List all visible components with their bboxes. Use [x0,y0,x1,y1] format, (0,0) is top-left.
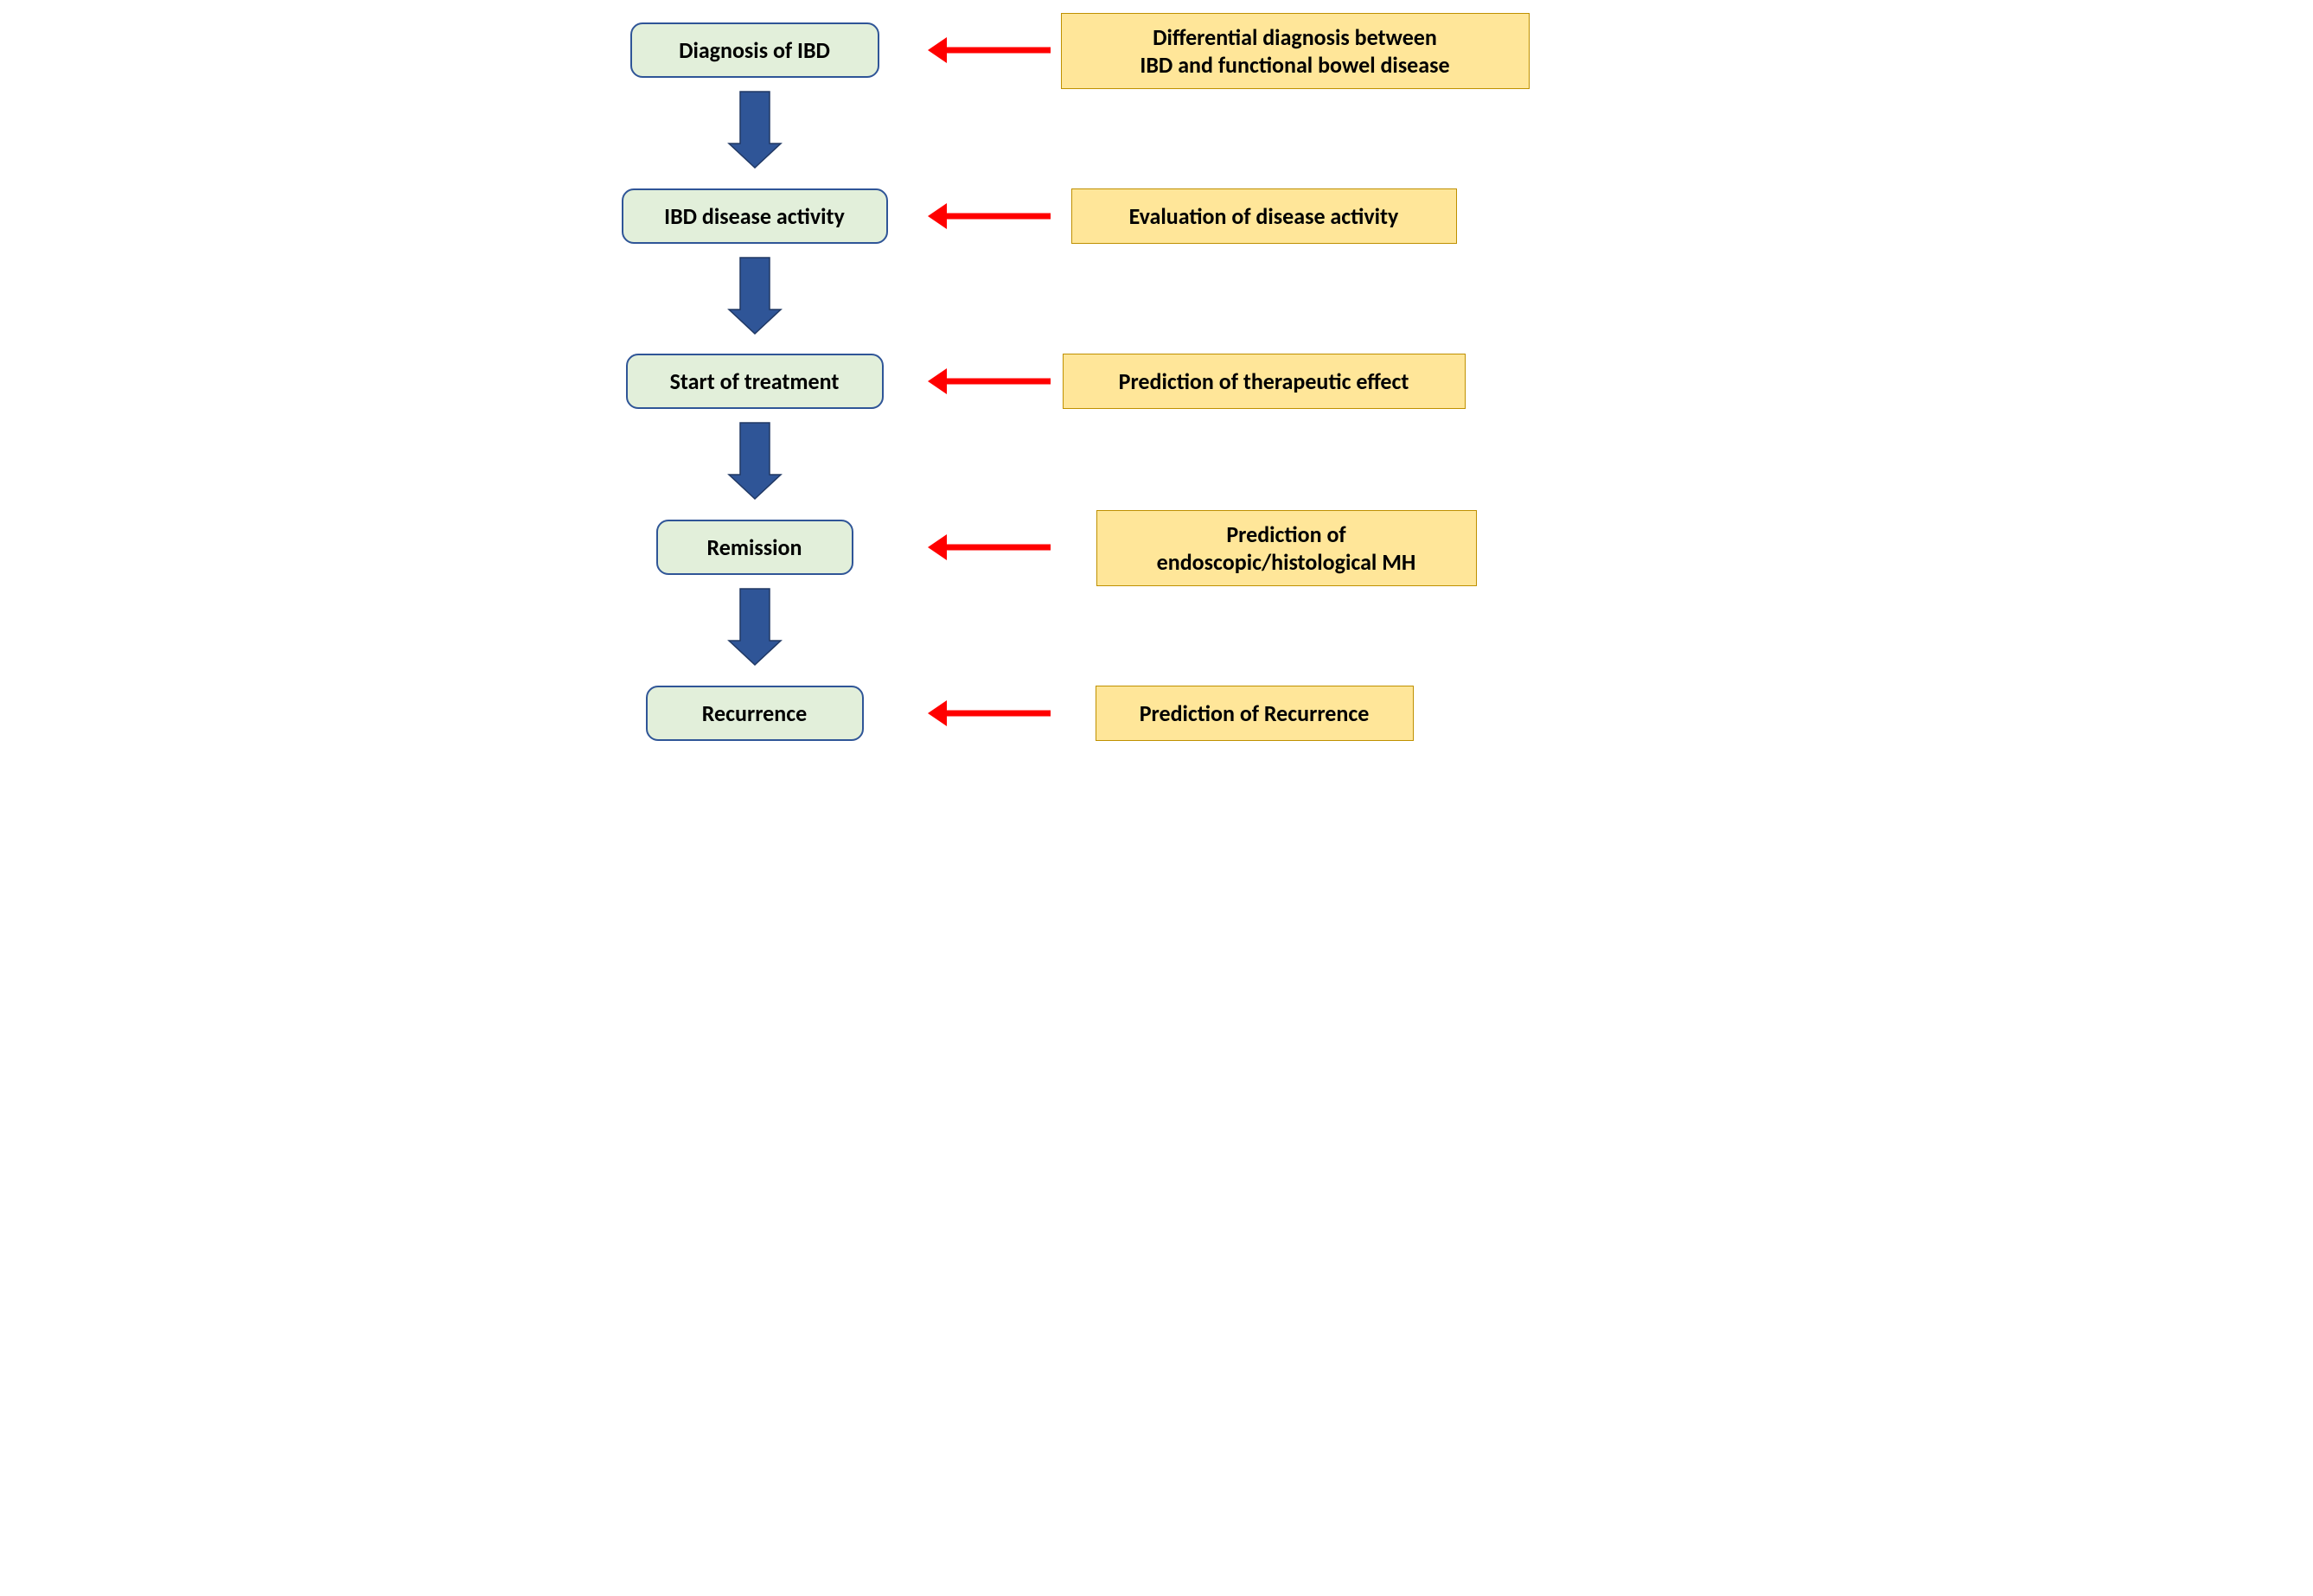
down-arrow-2 [725,419,784,502]
right-node-r_treatment: Prediction of therapeutic effect [1063,354,1466,409]
red-arrow-1 [924,200,1054,233]
red-arrow-3 [924,531,1054,564]
down-arrow-3 [725,585,784,668]
left-node-recurrence: Recurrence [646,686,864,741]
down-arrow-1 [725,254,784,337]
left-node-diagnosis: Diagnosis of IBD [630,22,879,78]
left-node-remission: Remission [656,520,853,575]
red-arrow-2 [924,365,1054,398]
flowchart-canvas: Diagnosis of IBD IBD disease activity Star… [578,0,1735,798]
right-node-r_diagnosis: Differential diagnosis betweenIBD and fu… [1061,13,1530,89]
right-node-r_recurrence: Prediction of Recurrence [1096,686,1414,741]
right-node-r_activity: Evaluation of disease activity [1071,188,1457,244]
left-node-activity: IBD disease activity [622,188,888,244]
red-arrow-0 [924,34,1054,67]
red-arrow-4 [924,697,1054,730]
right-node-r_remission: Prediction ofendoscopic/histological MH [1096,510,1477,586]
down-arrow-0 [725,88,784,171]
left-node-treatment: Start of treatment [626,354,884,409]
